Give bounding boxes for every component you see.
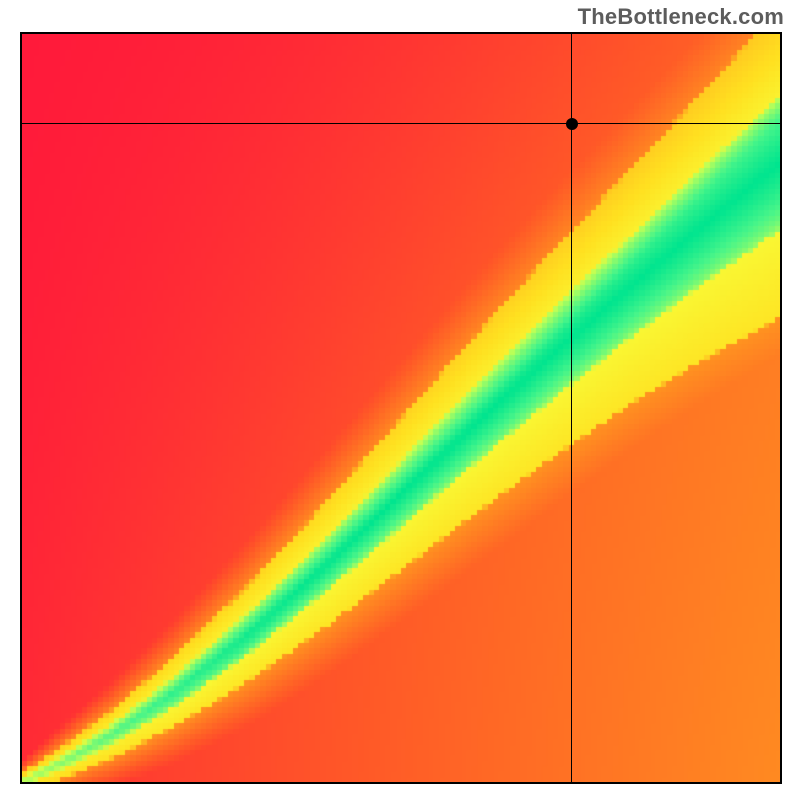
crosshair-horizontal (22, 123, 780, 124)
plot-frame (20, 32, 782, 784)
crosshair-marker (566, 118, 578, 130)
watermark-text: TheBottleneck.com (578, 4, 784, 30)
crosshair-vertical (571, 34, 572, 782)
